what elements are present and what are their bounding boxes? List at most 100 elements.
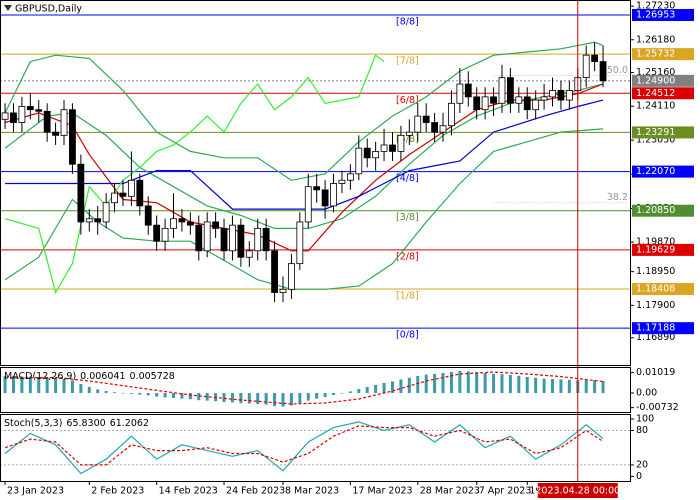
- candle-body: [321, 189, 329, 207]
- macd-bar: [138, 393, 142, 395]
- macd-bar: [222, 393, 226, 402]
- candle-body: [136, 179, 144, 207]
- level-label: 1.25732: [636, 49, 675, 60]
- series-line: [4, 425, 604, 466]
- macd-bar: [70, 380, 74, 393]
- macd-bar: [205, 393, 209, 401]
- candle-body: [380, 144, 388, 152]
- macd-bar: [87, 387, 91, 393]
- candle-body: [464, 83, 472, 98]
- murrey-tag: [6/8]: [396, 95, 419, 106]
- series-line: [4, 421, 604, 475]
- main-frame: [0, 0, 631, 366]
- level-box: [632, 87, 694, 100]
- candle-body: [389, 144, 396, 152]
- macd-bar: [20, 376, 24, 393]
- murrey-tag: [5/8]: [396, 134, 419, 145]
- y-tick-label: 0.00: [636, 388, 657, 399]
- macd-bar: [340, 393, 344, 394]
- level-label: 1.20850: [636, 205, 675, 216]
- macd-bar: [289, 393, 293, 406]
- macd-bar: [247, 393, 251, 404]
- chart-title: GBPUSD,Daily: [15, 4, 82, 15]
- candle-body: [245, 250, 253, 258]
- y-tick-label: 0.01019: [636, 367, 675, 378]
- candle-body: [170, 218, 177, 229]
- frames: [0, 0, 631, 482]
- macd-bar: [365, 387, 369, 393]
- candle-body: [186, 221, 194, 226]
- macd-bar: [298, 393, 302, 404]
- level-label: 1.22070: [636, 166, 675, 177]
- level-label: 1.18408: [636, 284, 675, 295]
- candle-body: [507, 77, 514, 104]
- level-box: [632, 8, 694, 21]
- macd-bar: [508, 375, 512, 393]
- candle-body: [102, 202, 110, 223]
- macd-bar: [399, 379, 403, 393]
- candle-body: [144, 205, 152, 226]
- x-tick-label: 7 Apr 2023: [479, 486, 532, 497]
- macd-bar: [551, 379, 555, 393]
- murrey-tag: [3/8]: [396, 212, 419, 223]
- candle-body: [10, 112, 17, 123]
- x-tick-label: 24 Feb 2023: [226, 486, 285, 497]
- macd-bar: [239, 393, 243, 404]
- candle-body: [481, 96, 489, 111]
- macd-bar: [567, 379, 571, 393]
- level-label: 1.19629: [636, 244, 675, 255]
- level-box: [632, 204, 694, 217]
- candle-body: [473, 96, 481, 111]
- murrey-tag: [2/8]: [396, 251, 419, 262]
- candle-body: [565, 90, 573, 101]
- y-tick-label: 1.27230: [636, 1, 675, 12]
- candle-body: [26, 106, 34, 111]
- candle-body: [161, 227, 169, 242]
- macd-bar: [584, 379, 588, 393]
- candle-body: [52, 131, 59, 136]
- macd-bar: [534, 377, 538, 393]
- candle-body: [178, 218, 186, 223]
- x-tick-label: 14 Feb 2023: [159, 486, 218, 497]
- y-tick-label: 1.19870: [636, 237, 675, 248]
- candle-body: [397, 134, 405, 152]
- macd-bar: [155, 393, 159, 397]
- level-box: [632, 126, 694, 139]
- macd-bar: [424, 374, 428, 393]
- y-tick-label: 1.24110: [636, 101, 675, 112]
- macd-bar: [542, 378, 546, 393]
- y-tick-label: -0.00732: [636, 402, 679, 413]
- macd-bar: [449, 372, 453, 393]
- candle-body: [431, 122, 438, 133]
- macd-bar: [332, 393, 336, 395]
- candle-body: [127, 179, 135, 197]
- crosshair-box: [537, 483, 618, 498]
- macd-frame: [0, 367, 631, 413]
- macd-bar: [348, 391, 352, 393]
- candle-body: [262, 227, 270, 252]
- candle-body: [456, 83, 464, 104]
- candle-body: [18, 106, 26, 123]
- macd-bar: [306, 393, 310, 401]
- macd-bar: [390, 381, 394, 393]
- candle-body: [203, 221, 211, 252]
- stoch-frame: [0, 414, 631, 482]
- level-label: 1.23291: [636, 127, 675, 138]
- macd-bar: [256, 393, 260, 404]
- candle-body: [346, 173, 354, 181]
- x-tick-label: 23 Jan 2023: [7, 486, 64, 497]
- candle-body: [304, 186, 312, 223]
- macd-bar: [466, 371, 470, 393]
- candle-body: [557, 90, 565, 101]
- murrey-tag: [1/8]: [396, 291, 419, 302]
- indicator-title: MACD(12,26,9) 0.006041 0.005728: [4, 371, 175, 382]
- level-box: [632, 48, 694, 61]
- candle-body: [288, 263, 295, 290]
- macd-bar: [416, 376, 420, 393]
- macd-bar: [559, 379, 563, 393]
- macd-bar: [517, 375, 521, 393]
- macd-bar: [45, 377, 49, 393]
- macd-bar: [601, 380, 605, 393]
- macd-bar: [483, 373, 487, 393]
